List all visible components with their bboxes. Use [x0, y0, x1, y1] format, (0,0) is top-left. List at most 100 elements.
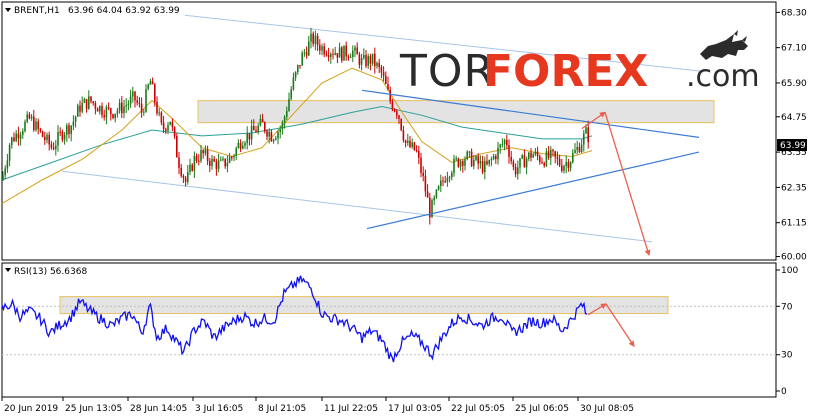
candle-body [576, 146, 578, 150]
candle-body [481, 161, 484, 173]
candle-body [8, 145, 11, 161]
candle-body [453, 158, 455, 173]
candle-body [286, 110, 288, 117]
candle-body [530, 152, 532, 158]
candle-body [391, 101, 394, 110]
candle-body [77, 105, 79, 117]
candle-body [552, 149, 554, 152]
candle-body [244, 143, 246, 146]
candle-body [455, 158, 457, 160]
candle-body [301, 52, 303, 66]
candle-body [182, 175, 185, 178]
candle-body [585, 127, 587, 134]
candle-body [389, 89, 391, 102]
candle-body [72, 121, 75, 126]
candle-body [534, 151, 537, 155]
candle-body [305, 52, 308, 56]
time-tick-label: 22 Jul 05:05 [451, 404, 505, 414]
candle-body [68, 125, 70, 135]
time-tick-label: 30 Jul 08:05 [580, 404, 634, 414]
candle-body [215, 161, 218, 169]
time-tick-label: 25 Jul 06:05 [515, 404, 569, 414]
candle-body [19, 134, 22, 139]
candle-body [279, 129, 281, 132]
candle-body [63, 134, 66, 140]
candle-body [92, 101, 94, 104]
candle-body [536, 151, 539, 157]
candle-body [30, 116, 33, 119]
price-panel[interactable] [1, 1, 777, 261]
candle-body [484, 161, 486, 173]
candle-body [556, 156, 559, 159]
candle-body [202, 150, 204, 154]
candle-body [532, 154, 534, 158]
candle-body [358, 54, 361, 65]
candle-body [257, 125, 259, 133]
candle-body [83, 99, 86, 103]
candle-body [112, 114, 114, 119]
time-tick-label: 3 Jul 16:05 [195, 404, 243, 414]
price-tick-label: 64.75 [781, 113, 807, 123]
candle-body [94, 103, 97, 109]
rsi-panel[interactable] [1, 262, 777, 398]
candle-body [382, 72, 385, 76]
candle-body [28, 114, 31, 119]
candle-body [457, 158, 460, 167]
candle-body [46, 134, 48, 141]
candle-body [312, 33, 314, 44]
candle-body [332, 53, 334, 55]
time-axis: 20 Jun 2019 25 Jun 13:05 28 Jun 14:05 3 Jul… [1, 397, 634, 414]
candle-body [211, 158, 213, 166]
price-tick-label: 60.00 [781, 253, 807, 263]
candle-body [96, 108, 99, 112]
candle-body [50, 144, 53, 148]
candle-body [325, 54, 328, 56]
rsi-axis: 100 70 30 0 [776, 266, 798, 397]
candle-body [378, 62, 380, 68]
candle-body [24, 121, 26, 132]
candle-body [239, 142, 242, 149]
candle-body [99, 105, 101, 112]
candle-body [448, 177, 451, 179]
candle-body [451, 172, 453, 178]
candle-body [48, 134, 50, 145]
candle-body [288, 98, 290, 111]
candle-body [127, 103, 130, 106]
candle-body [442, 180, 444, 182]
candle-body [508, 145, 510, 157]
candle-body [510, 156, 512, 162]
price-layer [1, 14, 715, 257]
candle-body [365, 54, 367, 66]
candle-body [464, 159, 466, 166]
current-price-tag: 63.99 [777, 139, 807, 151]
candle-body [547, 151, 550, 158]
candle-body [569, 162, 572, 168]
candle-body [217, 160, 220, 169]
logo-tor-text: TOR [399, 46, 495, 97]
time-tick-label: 8 Jul 21:05 [258, 404, 306, 414]
candle-body [158, 112, 160, 114]
candle-body [413, 142, 416, 150]
candle-body [184, 177, 187, 182]
candle-body [224, 158, 226, 167]
candle-body [345, 45, 347, 57]
candle-body [303, 52, 306, 54]
candle-body [308, 41, 310, 56]
candle-body [272, 139, 275, 142]
candle-body [151, 81, 154, 85]
candle-body [233, 155, 235, 158]
candle-body [220, 159, 222, 161]
candle-body [563, 166, 565, 172]
candle-body [554, 151, 556, 157]
candle-body [57, 131, 59, 146]
candle-body [248, 133, 251, 140]
candle-body [352, 50, 354, 58]
candle-body [574, 149, 576, 154]
candle-body [149, 81, 152, 85]
candle-body [545, 151, 548, 166]
candle-body [118, 102, 121, 111]
moving-average-slow [1, 105, 593, 181]
candle-body [488, 159, 490, 165]
candle-body [259, 118, 262, 126]
candle-body [349, 57, 352, 59]
